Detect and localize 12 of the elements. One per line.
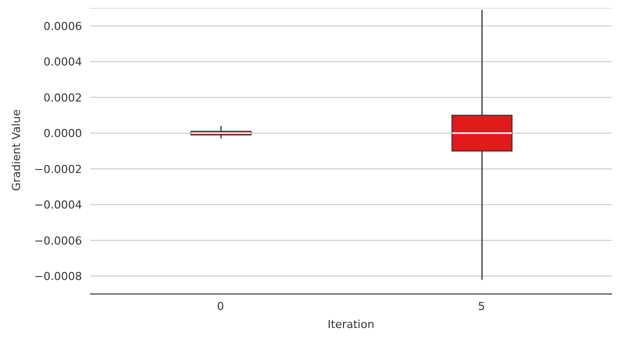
x-tick-label: 0 xyxy=(217,300,224,313)
x-axis-title: Iteration xyxy=(328,318,374,331)
y-tick-label: −0.0004 xyxy=(34,198,82,212)
x-tick-label: 5 xyxy=(478,300,485,313)
y-tick-label: 0.0000 xyxy=(44,127,82,140)
y-axis-title: Gradient Value xyxy=(10,109,23,191)
y-tick-label: −0.0008 xyxy=(34,270,82,284)
y-tick-label: −0.0006 xyxy=(34,234,82,248)
y-tick-label: 0.0002 xyxy=(44,91,82,104)
y-tick-label: 0.0006 xyxy=(44,20,82,33)
y-tick-label: −0.0002 xyxy=(34,162,82,176)
y-tick-label: 0.0004 xyxy=(44,56,82,69)
